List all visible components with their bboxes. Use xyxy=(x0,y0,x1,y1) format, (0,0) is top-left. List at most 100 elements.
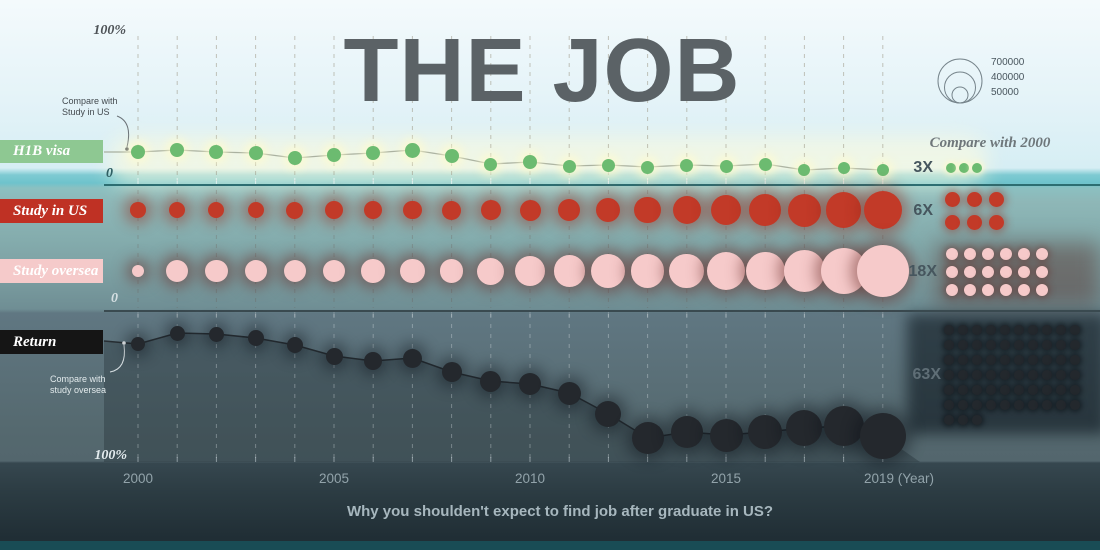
data-point xyxy=(972,355,982,365)
annotation-line: Compare with xyxy=(62,96,118,106)
data-point xyxy=(986,325,996,335)
annotation-dot-top xyxy=(125,147,129,151)
data-point xyxy=(1028,355,1038,365)
data-point xyxy=(786,410,823,446)
data-point xyxy=(709,418,743,452)
multiplier-label-63x: 63X xyxy=(912,366,941,383)
data-point xyxy=(1070,355,1080,365)
data-point xyxy=(601,158,615,172)
x-axis-label: 2010 xyxy=(514,471,546,486)
data-point xyxy=(558,198,581,222)
data-point xyxy=(169,202,186,218)
data-point xyxy=(634,196,661,224)
data-point xyxy=(680,158,694,172)
series-label-return: Return xyxy=(0,330,103,354)
data-point xyxy=(170,143,185,157)
data-point xyxy=(169,325,185,341)
data-point xyxy=(1070,370,1080,380)
data-point xyxy=(364,352,383,370)
data-point xyxy=(327,148,341,162)
data-point xyxy=(710,194,742,226)
data-point xyxy=(823,406,864,446)
legend-compare-with-2000: Compare with 2000 xyxy=(929,135,1051,151)
annotation-compare-study-oversea: Compare with study oversea xyxy=(50,374,106,396)
data-point xyxy=(986,340,996,350)
data-point xyxy=(630,254,665,288)
data-point xyxy=(1000,284,1012,296)
data-point xyxy=(477,257,505,285)
x-axis-label: 2005 xyxy=(318,471,350,486)
data-point xyxy=(208,202,225,218)
data-point xyxy=(523,155,537,169)
data-point xyxy=(1028,325,1038,335)
data-point xyxy=(798,164,811,176)
data-point xyxy=(944,355,954,365)
data-point xyxy=(1070,325,1080,335)
data-point xyxy=(1056,355,1066,365)
return-area-fill xyxy=(104,333,920,462)
data-point xyxy=(286,201,304,219)
data-point xyxy=(958,340,968,350)
data-point xyxy=(1036,266,1048,278)
y-axis-top-100pct: 100% xyxy=(93,23,126,38)
data-point xyxy=(946,266,958,278)
data-point xyxy=(595,401,622,427)
data-point xyxy=(1028,370,1038,380)
data-point xyxy=(244,260,267,282)
data-point xyxy=(209,145,224,159)
series-label-study-oversea: Study oversea xyxy=(0,259,103,283)
data-point xyxy=(1000,248,1012,260)
data-point xyxy=(946,284,958,296)
data-point xyxy=(958,385,968,395)
data-point xyxy=(982,266,994,278)
data-point xyxy=(441,362,462,382)
data-point xyxy=(783,250,826,292)
multiplier-label-3x: 3X xyxy=(913,159,933,176)
data-point xyxy=(1018,266,1030,278)
data-point xyxy=(1000,266,1012,278)
page-subtitle: Why you shoulden't expect to find job af… xyxy=(346,503,774,520)
data-point xyxy=(519,199,541,221)
data-point xyxy=(749,194,781,226)
data-point xyxy=(958,355,968,365)
data-point xyxy=(1056,325,1066,335)
data-point xyxy=(205,259,228,283)
data-point xyxy=(131,264,145,278)
data-point xyxy=(404,142,420,158)
data-point xyxy=(972,415,982,425)
data-point xyxy=(672,195,702,225)
data-point xyxy=(596,197,621,223)
data-point xyxy=(982,284,994,296)
data-point xyxy=(402,348,422,368)
data-point xyxy=(247,330,264,346)
data-point xyxy=(283,259,307,283)
annotation-curve-bottom xyxy=(109,344,125,373)
data-point xyxy=(946,248,958,260)
data-point xyxy=(966,191,982,207)
annotation-compare-study-in-us: Compare with Study in US xyxy=(62,96,118,118)
data-point xyxy=(1042,370,1052,380)
data-point xyxy=(988,214,1004,230)
annotation-line: study oversea xyxy=(50,385,107,395)
bottom-teal-strip xyxy=(0,541,1100,550)
data-point xyxy=(325,201,343,219)
data-point xyxy=(323,260,345,282)
data-point xyxy=(131,145,145,159)
data-point xyxy=(859,413,906,459)
series-label-h1b-visa: H1B visa xyxy=(0,140,103,163)
data-point xyxy=(1018,248,1030,260)
data-point xyxy=(1070,340,1080,350)
annotation-line: Compare with xyxy=(50,374,106,384)
data-point xyxy=(986,385,996,395)
data-point xyxy=(1000,355,1010,365)
data-point xyxy=(669,253,705,289)
data-point xyxy=(972,325,982,335)
data-point xyxy=(972,370,982,380)
data-point xyxy=(944,214,960,230)
data-point xyxy=(856,244,909,298)
data-point xyxy=(208,326,224,342)
data-point xyxy=(758,157,772,171)
data-point xyxy=(1000,340,1010,350)
y-axis-zero-lower: 0 xyxy=(111,291,118,306)
data-point xyxy=(444,149,459,163)
